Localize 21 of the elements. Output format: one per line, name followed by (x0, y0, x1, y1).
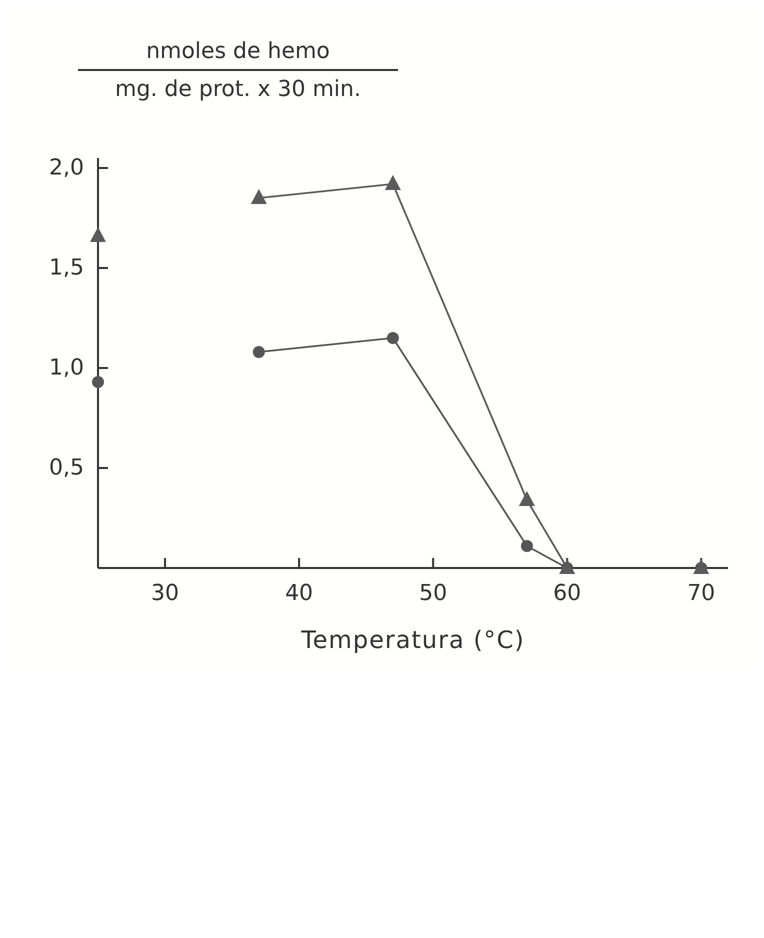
point (386, 332, 399, 344)
y-tick-label: 1,5 (49, 256, 84, 280)
point (520, 540, 533, 552)
point (92, 376, 104, 388)
point (250, 189, 267, 204)
point (90, 227, 106, 242)
x-tick-label: 30 (151, 581, 180, 606)
y-tick-label: 2,0 (49, 156, 84, 180)
point (559, 559, 576, 574)
y-axis-title: nmoles de hemo mg. de prot. x 30 min. (115, 39, 361, 102)
x-tick-label: 70 (687, 581, 716, 606)
x-tick-label: 40 (285, 581, 314, 606)
y-tick-label: 0,5 (49, 456, 84, 480)
x-tick-label: 50 (419, 581, 448, 606)
point (252, 346, 265, 358)
y-tick-label: 1,0 (49, 356, 84, 380)
point (384, 175, 401, 190)
x-tick-label: 60 (553, 581, 582, 606)
point (518, 491, 535, 506)
point (693, 559, 710, 574)
x-axis-title: Temperatura (°C) (300, 626, 525, 654)
